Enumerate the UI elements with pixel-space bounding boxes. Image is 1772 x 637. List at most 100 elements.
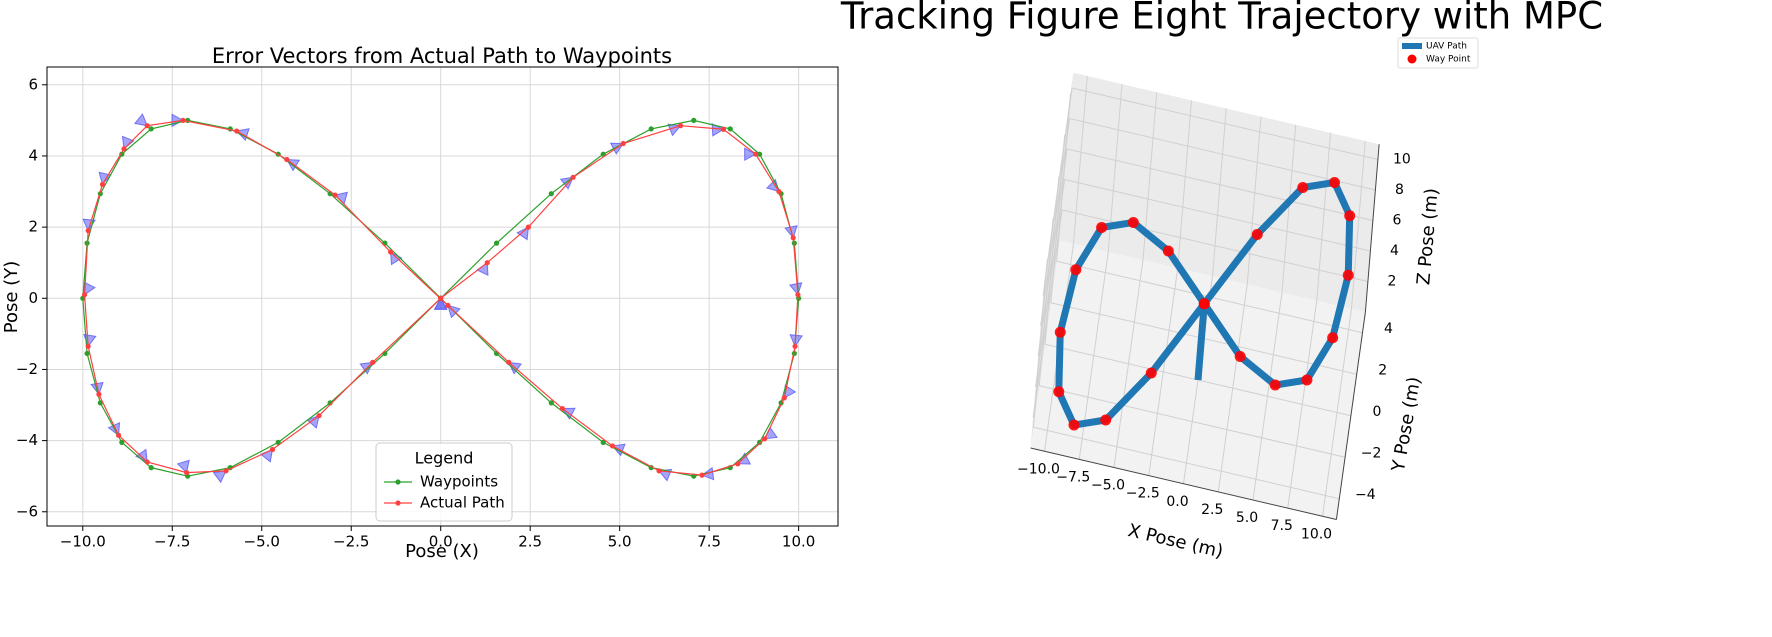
series-marker <box>148 465 154 471</box>
way-point <box>1297 181 1309 193</box>
y-tick-label: 4 <box>1384 321 1393 337</box>
y-axis-label: Pose (Y) <box>1 261 22 333</box>
x-tick-label: −10.0 <box>60 533 106 551</box>
series-marker <box>762 436 768 442</box>
legend-label: Way Point <box>1426 55 1471 65</box>
chart-title: Error Vectors from Actual Path to Waypoi… <box>212 44 672 68</box>
x-tick-label: −2.5 <box>1126 486 1160 502</box>
series-marker <box>525 224 532 230</box>
error-vector <box>133 113 149 127</box>
series-marker <box>757 439 763 445</box>
z-tick-label: 8 <box>1395 182 1404 198</box>
series-marker <box>795 292 801 298</box>
z-axis-label: Z Pose (m) <box>1413 187 1442 285</box>
series-marker <box>370 359 376 365</box>
series-marker <box>776 188 782 195</box>
series-marker <box>97 400 103 406</box>
legend-swatch <box>395 500 401 506</box>
grid-line <box>1281 124 1297 293</box>
series-marker <box>96 391 102 397</box>
series-marker <box>570 174 576 180</box>
way-point <box>1096 221 1108 233</box>
series-marker <box>144 123 150 129</box>
x-tick-label: −2.5 <box>333 533 369 551</box>
series-marker <box>720 126 727 132</box>
grid-line <box>1212 108 1227 277</box>
x-tick-label: 5.0 <box>608 533 632 551</box>
series-marker <box>493 240 500 246</box>
series-marker <box>119 439 125 445</box>
grid-line <box>1066 148 1374 221</box>
series-marker <box>753 151 759 157</box>
series-marker <box>559 405 566 412</box>
legend-label: Waypoints <box>420 473 498 491</box>
way-point <box>1269 379 1281 391</box>
y-axis-label: Y Pose (m) <box>1388 375 1425 474</box>
y-tick-label: 2 <box>1378 362 1387 378</box>
error-vector <box>176 459 190 474</box>
chart-title: Tracking Figure Eight Trajectory with MP… <box>840 0 1603 38</box>
series-marker <box>115 432 122 438</box>
way-point <box>1342 269 1354 281</box>
y-tick-label: −2 <box>16 360 38 378</box>
grid-line <box>1246 116 1262 285</box>
x-tick-label: 0.0 <box>1166 494 1188 510</box>
way-point <box>1329 176 1341 188</box>
series-marker <box>506 359 512 365</box>
x-tick-label: 2.5 <box>518 533 542 551</box>
y-tick-label: 0 <box>28 289 38 307</box>
series-marker <box>677 123 684 129</box>
way-point <box>1070 264 1082 276</box>
series-marker <box>183 470 190 476</box>
series-marker <box>234 128 240 134</box>
series-marker <box>388 249 394 255</box>
series-marker <box>85 343 91 349</box>
series-marker <box>548 191 554 197</box>
grid-line <box>1061 209 1369 282</box>
error-vector <box>783 384 797 399</box>
x-axis <box>1030 447 1337 520</box>
error-vector <box>744 147 757 162</box>
y-tick-label: −2 <box>1361 445 1382 461</box>
grid-line <box>1064 179 1371 252</box>
way-point <box>1327 332 1339 344</box>
y-tick-label: 0 <box>1372 404 1381 420</box>
x-tick-label: −5.0 <box>244 533 280 551</box>
grid-line <box>1032 209 1063 418</box>
series-marker <box>81 292 88 298</box>
series-marker <box>781 395 787 401</box>
x-tick-label: −10.0 <box>1017 461 1060 477</box>
series-marker <box>223 468 229 474</box>
x-tick-label: −5.0 <box>1091 478 1125 494</box>
grid-line <box>1035 179 1066 388</box>
x-tick-label: 2.5 <box>1201 502 1223 518</box>
series-marker <box>792 343 798 349</box>
grid-line <box>1069 118 1376 191</box>
series-marker <box>648 126 654 132</box>
y-tick-label: −4 <box>16 431 38 449</box>
x-tick-label: 10.0 <box>782 533 815 551</box>
series-marker <box>757 151 763 157</box>
grid-line <box>1316 132 1331 301</box>
plot-frame <box>46 66 839 527</box>
z-tick-label: 2 <box>1387 274 1396 290</box>
error-vector <box>306 414 320 429</box>
series-marker <box>99 181 106 188</box>
series-marker <box>438 295 444 301</box>
grid-line <box>1040 118 1071 327</box>
grid-line <box>1351 140 1366 309</box>
way-point <box>1251 228 1263 240</box>
legend-swatch <box>1407 54 1417 64</box>
grid-line <box>1073 75 1088 244</box>
series-marker <box>316 413 322 419</box>
grid-line <box>1039 385 1346 458</box>
legend-box <box>375 442 513 522</box>
series-marker <box>727 126 733 132</box>
y-tick-label: −4 <box>1355 487 1376 503</box>
way-point <box>1053 386 1065 398</box>
series-marker <box>548 400 554 406</box>
series-marker <box>484 260 490 266</box>
x-axis-label: X Pose (m) <box>1126 520 1225 562</box>
